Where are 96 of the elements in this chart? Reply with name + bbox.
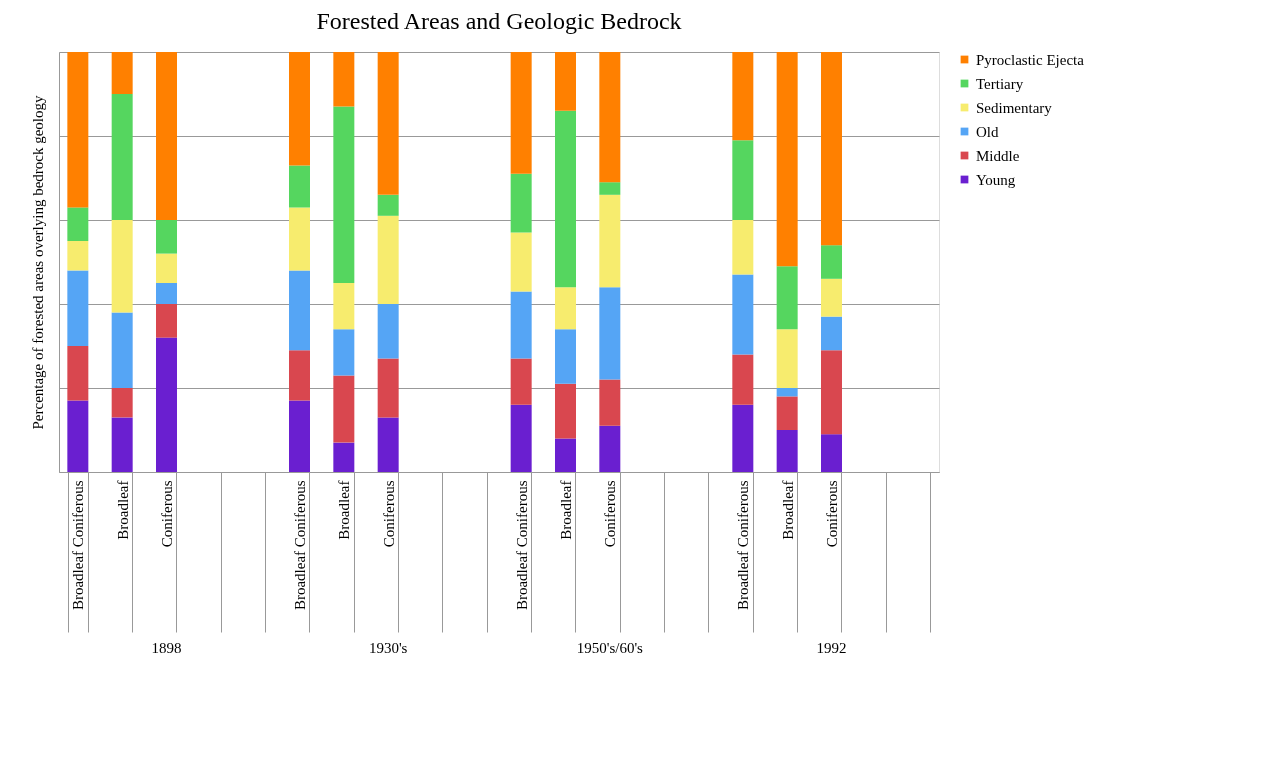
bar (156, 283, 178, 304)
bar (510, 52, 532, 174)
bar (510, 173, 532, 233)
bar (776, 430, 798, 472)
bar (732, 274, 754, 355)
bar (555, 383, 576, 439)
x-tick-label: Broadleaf Coniferous (292, 480, 308, 611)
bar (510, 404, 532, 472)
bar (67, 52, 89, 208)
x-tick-label: Broadleaf (558, 480, 574, 540)
bar (776, 396, 798, 430)
bar (776, 266, 798, 330)
bar (555, 438, 576, 472)
chart-title: Forested Areas and Geologic Bedrock (316, 8, 682, 34)
bar (67, 346, 89, 401)
bar (377, 358, 399, 418)
text: 1930's (368, 640, 408, 656)
x-tick-label: Coniferous (380, 480, 397, 548)
bar (732, 220, 754, 275)
text: 1898 (151, 640, 182, 656)
bar (820, 52, 842, 246)
bar (820, 434, 842, 472)
x-tick-label: Coniferous (823, 480, 840, 548)
bar (732, 140, 754, 220)
bar (67, 400, 89, 472)
bar (555, 329, 576, 384)
bar (555, 110, 576, 288)
bar (333, 442, 355, 472)
x-tick-label: Broadleaf (779, 480, 796, 540)
bar (333, 106, 355, 283)
text: 1992 (816, 640, 847, 656)
bar (776, 329, 798, 388)
bar (820, 316, 842, 351)
bar (820, 278, 842, 317)
x-tick-label: Broadleaf Coniferous (513, 480, 530, 611)
bar (333, 52, 355, 107)
y-axis-title: Percentage of forested areas overlying bedrock geology (29, 94, 46, 430)
bar (776, 388, 798, 397)
x-tick-label: Broadleaf Coniferous (70, 480, 87, 611)
x-tick-label: Broadleaf Coniferous (735, 480, 752, 611)
bar (289, 270, 310, 351)
bar (289, 350, 310, 401)
bar (289, 165, 310, 208)
bar (599, 425, 621, 472)
bar (333, 375, 355, 443)
bar (289, 207, 310, 271)
x-tick-label: Broadleaf (336, 480, 353, 540)
bar (820, 245, 842, 279)
bar (111, 417, 133, 472)
x-tick-label: Coniferous (159, 480, 176, 548)
bar (732, 354, 754, 405)
legend-label: Young (976, 171, 1016, 188)
bar (111, 94, 133, 220)
legend-label: Tertiary (976, 75, 1024, 92)
legend-label: Old (976, 123, 999, 140)
bar (111, 388, 133, 418)
bar (820, 350, 842, 435)
bar (377, 215, 399, 304)
bar (599, 287, 621, 380)
bar (776, 52, 798, 267)
bar (510, 291, 532, 359)
x-tick-label: Broadleaf (114, 480, 131, 540)
bar (289, 400, 310, 472)
bar (67, 270, 89, 346)
bar (599, 52, 621, 183)
bar (377, 52, 399, 195)
bar (156, 337, 178, 472)
bar (333, 283, 355, 330)
bar (510, 232, 532, 292)
bar (156, 304, 178, 338)
bar (510, 358, 532, 405)
bar (289, 52, 310, 166)
bar (732, 52, 754, 141)
bar (555, 287, 576, 330)
bar (377, 304, 399, 359)
bar (377, 417, 399, 472)
bar (333, 329, 355, 376)
bar (111, 220, 133, 313)
bar (599, 182, 621, 195)
bar (156, 220, 178, 254)
bar (67, 241, 89, 271)
bar (377, 194, 399, 216)
bar (156, 52, 178, 220)
legend-label: Middle (976, 147, 1020, 164)
bar (67, 207, 89, 241)
bar (111, 312, 133, 388)
bar (111, 52, 133, 94)
legend-label: Pyroclastic Ejecta (976, 51, 1085, 68)
bar (555, 52, 576, 111)
x-tick-label: Coniferous (602, 480, 619, 548)
bar (599, 194, 621, 288)
bar (156, 253, 178, 283)
bar (732, 404, 754, 472)
legend-label: Sedimentary (976, 99, 1053, 116)
bar (599, 379, 621, 426)
text: 1950's/60's (576, 640, 644, 656)
